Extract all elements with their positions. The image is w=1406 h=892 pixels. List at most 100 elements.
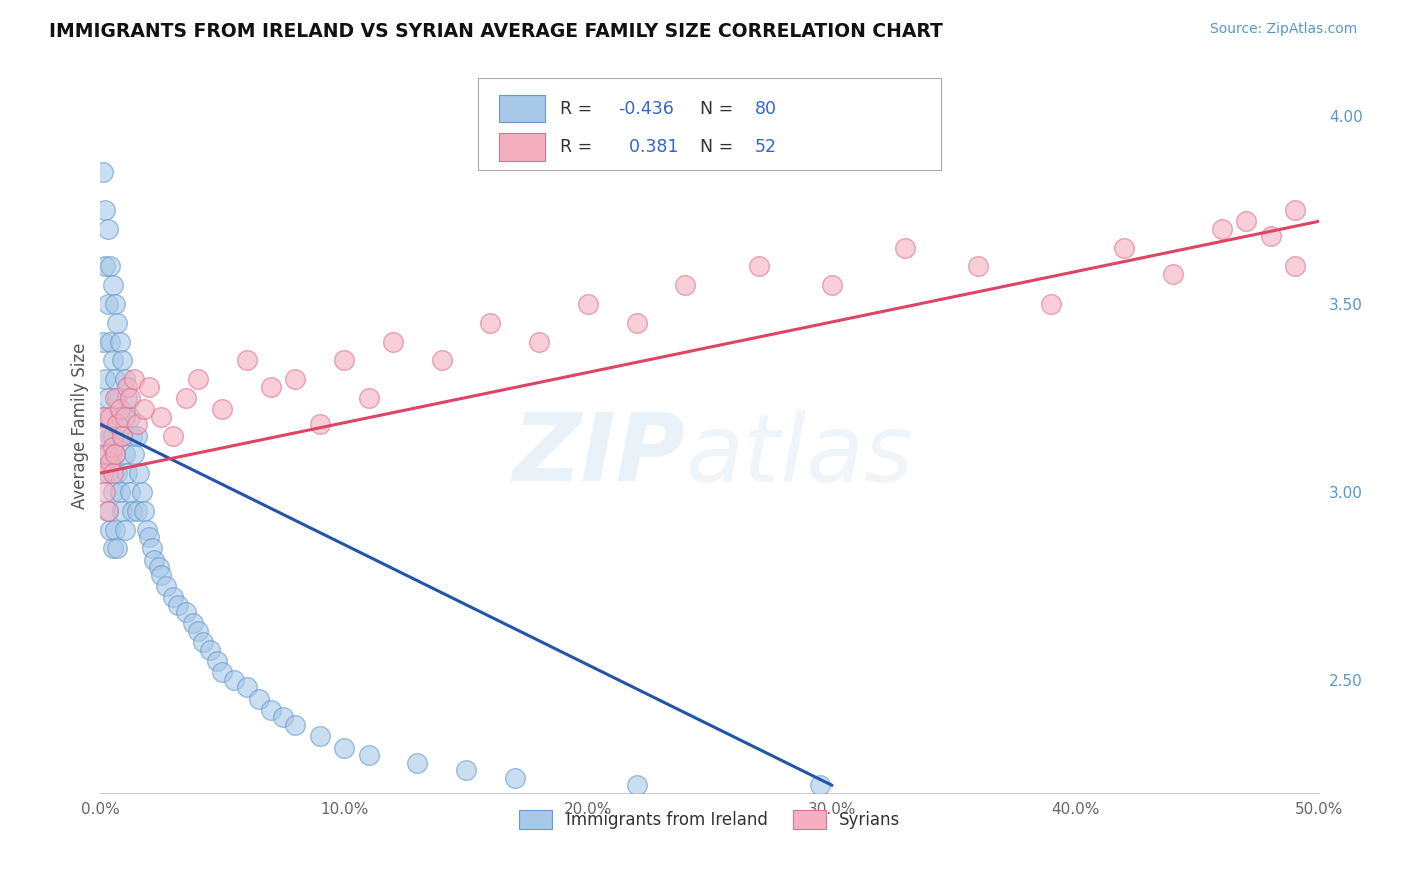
Point bbox=[108, 402, 131, 417]
Y-axis label: Average Family Size: Average Family Size bbox=[72, 343, 89, 509]
Point bbox=[211, 665, 233, 680]
Text: 0.381: 0.381 bbox=[619, 138, 679, 156]
Point bbox=[308, 417, 330, 432]
Point bbox=[406, 756, 429, 770]
Text: N =: N = bbox=[700, 100, 738, 118]
Point bbox=[107, 466, 129, 480]
Point bbox=[98, 409, 121, 424]
Text: 80: 80 bbox=[755, 100, 778, 118]
Point bbox=[967, 260, 990, 274]
Point bbox=[128, 466, 150, 480]
Point bbox=[97, 504, 120, 518]
Point bbox=[479, 316, 502, 330]
Point bbox=[357, 391, 380, 405]
Point bbox=[503, 771, 526, 785]
Point bbox=[108, 334, 131, 349]
Point bbox=[527, 334, 550, 349]
Point bbox=[626, 778, 648, 792]
Point bbox=[118, 391, 141, 405]
Point bbox=[125, 417, 148, 432]
Point bbox=[162, 428, 184, 442]
Point bbox=[104, 523, 127, 537]
Point bbox=[118, 484, 141, 499]
Point bbox=[134, 402, 156, 417]
Point bbox=[155, 579, 177, 593]
Point bbox=[91, 334, 114, 349]
Point bbox=[98, 428, 121, 442]
Point bbox=[357, 747, 380, 762]
Point bbox=[333, 353, 356, 368]
Point bbox=[333, 740, 356, 755]
Point bbox=[430, 353, 453, 368]
Point bbox=[131, 484, 153, 499]
Point bbox=[191, 635, 214, 649]
FancyBboxPatch shape bbox=[499, 95, 546, 122]
Point bbox=[138, 379, 160, 393]
Point bbox=[104, 447, 127, 461]
Point bbox=[135, 523, 157, 537]
Legend: Immigrants from Ireland, Syrians: Immigrants from Ireland, Syrians bbox=[512, 803, 907, 836]
Point bbox=[308, 729, 330, 743]
Point bbox=[111, 504, 134, 518]
Point bbox=[148, 560, 170, 574]
Point bbox=[94, 447, 117, 461]
Point bbox=[98, 455, 121, 469]
Point bbox=[97, 297, 120, 311]
Text: -0.436: -0.436 bbox=[619, 100, 675, 118]
Point bbox=[94, 202, 117, 217]
Point bbox=[115, 466, 138, 480]
Point bbox=[121, 504, 143, 518]
Point bbox=[101, 541, 124, 556]
Point bbox=[107, 316, 129, 330]
Point bbox=[101, 428, 124, 442]
Point bbox=[821, 278, 844, 293]
Point bbox=[235, 681, 257, 695]
Point bbox=[134, 504, 156, 518]
Point bbox=[207, 654, 229, 668]
Point bbox=[114, 372, 136, 386]
Point bbox=[107, 541, 129, 556]
Point bbox=[97, 466, 120, 480]
Text: R =: R = bbox=[560, 138, 598, 156]
Point bbox=[108, 409, 131, 424]
Point bbox=[104, 391, 127, 405]
Point bbox=[138, 530, 160, 544]
Point bbox=[1234, 214, 1257, 228]
FancyBboxPatch shape bbox=[499, 134, 546, 161]
Point bbox=[118, 409, 141, 424]
Point bbox=[124, 372, 146, 386]
Point bbox=[94, 372, 117, 386]
Text: R =: R = bbox=[560, 100, 598, 118]
Point bbox=[1260, 229, 1282, 244]
Text: N =: N = bbox=[700, 138, 738, 156]
Text: atlas: atlas bbox=[686, 410, 914, 501]
Point bbox=[91, 466, 114, 480]
Point bbox=[1040, 297, 1063, 311]
Point bbox=[247, 691, 270, 706]
Point bbox=[381, 334, 404, 349]
Point bbox=[97, 221, 120, 235]
Point bbox=[748, 260, 770, 274]
Point bbox=[143, 552, 166, 566]
Point bbox=[104, 372, 127, 386]
Point bbox=[211, 402, 233, 417]
Point bbox=[675, 278, 697, 293]
Point bbox=[98, 334, 121, 349]
Point bbox=[114, 409, 136, 424]
Point bbox=[284, 372, 307, 386]
Point bbox=[101, 466, 124, 480]
Point bbox=[101, 440, 124, 454]
Point bbox=[121, 428, 143, 442]
Point bbox=[187, 624, 209, 638]
Point bbox=[94, 260, 117, 274]
Point bbox=[94, 484, 117, 499]
Point bbox=[111, 428, 134, 442]
Point bbox=[101, 353, 124, 368]
Point bbox=[98, 260, 121, 274]
Point bbox=[576, 297, 599, 311]
Point bbox=[97, 447, 120, 461]
Point bbox=[91, 165, 114, 179]
Point bbox=[125, 504, 148, 518]
Point bbox=[284, 718, 307, 732]
Point bbox=[150, 567, 173, 582]
